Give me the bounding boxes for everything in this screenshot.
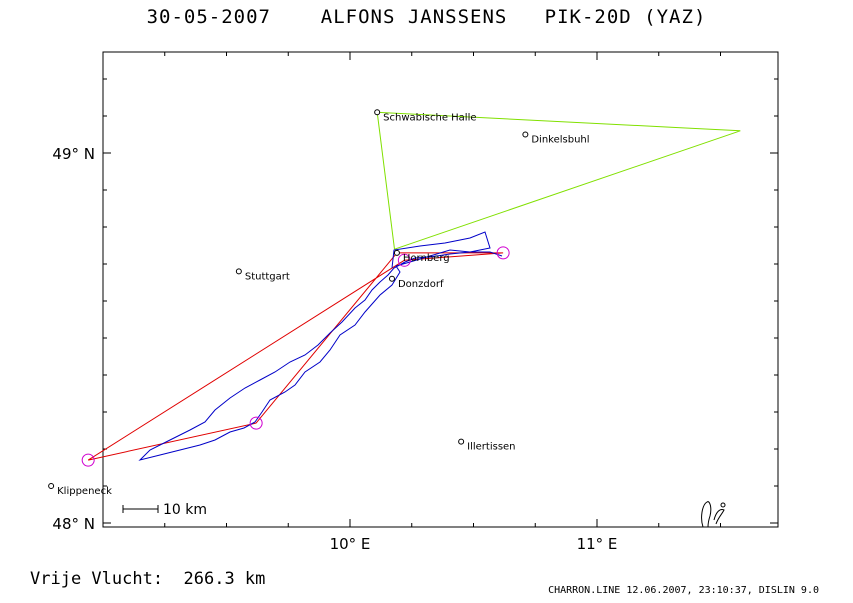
glider-name: PIK-20D (YAZ) (544, 6, 707, 28)
lat-label: 48° N (52, 515, 95, 533)
scale-bar: 10 km (122, 502, 207, 518)
place-marker (388, 275, 395, 282)
map-title: 30-05-2007 ALFONS JANSSENS PIK-20D (YAZ) (0, 6, 853, 28)
place-label: Hornberg (403, 253, 450, 264)
place-marker (393, 249, 400, 256)
free-flight-distance: Vrije Vlucht: 266.3 km (30, 569, 266, 589)
map-frame (102, 51, 779, 528)
gps-track-line (138, 231, 503, 461)
place-marker (374, 109, 381, 116)
place-marker (522, 131, 529, 138)
place-label: Klippeneck (57, 486, 112, 497)
turnpoint-circle (496, 246, 510, 260)
place-label: Stuttgart (245, 271, 290, 282)
lon-label: 10° E (330, 535, 371, 553)
flown-triangle-line (87, 252, 504, 461)
lake-constance-outline (701, 501, 726, 528)
place-markers: Schwabische Halle Dinkelsbuhl Stuttgart Hor… (48, 109, 590, 497)
flight-date: 30-05-2007 (146, 6, 271, 28)
place-marker (48, 483, 55, 489)
place-label: Illertissen (467, 442, 515, 453)
axis-ticks (102, 52, 778, 527)
place-label: Schwabische Halle (383, 112, 476, 123)
turnpoint-circles (81, 246, 510, 467)
turnpoint-circle (81, 453, 95, 467)
file-info: CHARRON.LINE 12.06.2007, 23:10:37, DISLI… (548, 585, 819, 596)
scale-bar-label: 10 km (163, 502, 207, 518)
place-marker (235, 268, 242, 275)
place-marker (458, 438, 465, 445)
pilot-name: ALFONS JANSSENS (320, 6, 508, 28)
place-label: Dinkelsbuhl (531, 135, 589, 146)
lat-label: 49° N (52, 145, 95, 163)
declared-task-line (376, 111, 741, 250)
place-label: Donzdorf (398, 279, 444, 290)
axis-labels: 49° N 48° N 10° E 11° E (52, 145, 617, 553)
turnpoint-circle (249, 416, 263, 430)
lon-label: 11° E (577, 535, 618, 553)
turnpoint-circle (397, 253, 411, 267)
